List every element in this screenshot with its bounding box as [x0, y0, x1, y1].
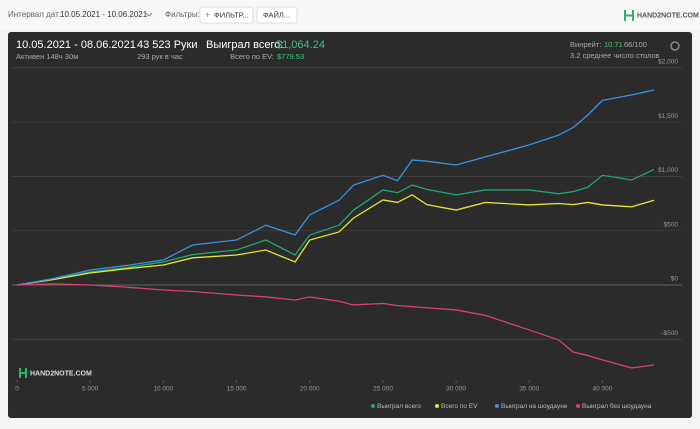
- ev-value: $779.53: [277, 52, 304, 61]
- x-tick-label: 0: [15, 386, 19, 393]
- plus-icon: +: [205, 10, 210, 20]
- plot: -$500 $0 $500 $1,000 $1,500 $2,000 0 5 000 10 00…: [12, 58, 682, 410]
- legend-swatch: [371, 404, 375, 408]
- won-value: $1,064.24: [276, 39, 325, 51]
- x-tick-label: 10 000: [153, 386, 173, 393]
- x-tick-label: 5 000: [82, 386, 99, 393]
- settings-icon[interactable]: [670, 41, 680, 51]
- winrate-value: 10.71: [604, 40, 623, 49]
- x-tick-label: 25 000: [373, 386, 393, 393]
- watermark: HAND2NOTE.COM: [30, 370, 92, 377]
- file-text: ФАЙЛ...: [263, 10, 290, 19]
- legend-label: Выиграл без шоудауна: [582, 402, 652, 410]
- active: Активен 148ч 30м: [16, 52, 78, 61]
- tables: 3.2 среднее число столов: [570, 51, 660, 60]
- series-line: [16, 89, 655, 286]
- file-button[interactable]: [256, 6, 298, 24]
- ev-label: Всего по EV:: [230, 52, 274, 61]
- hands: 43 523 Руки: [137, 39, 198, 51]
- y-tick-label: $1,000: [658, 167, 678, 174]
- dropdown-arrow: [145, 12, 153, 17]
- winrate-label: Винрейт:: [570, 40, 601, 49]
- y-tick-label: $1,500: [658, 113, 678, 120]
- filter-button[interactable]: [199, 6, 254, 24]
- legend-label: Выиграл всего: [377, 403, 421, 410]
- legend-swatch: [495, 404, 499, 408]
- legend-label: Всего по EV: [441, 403, 478, 410]
- rate: 293 рук в час: [137, 52, 183, 61]
- watermark-icon: [19, 368, 27, 378]
- x-tick-label: 40 000: [593, 386, 613, 393]
- panel: [8, 32, 692, 418]
- series-line: [16, 283, 655, 369]
- series-line: [16, 168, 655, 286]
- toolbar: [0, 0, 700, 30]
- date-label: Интервал дат:: [8, 10, 61, 19]
- x-tick-label: 20 000: [300, 386, 320, 393]
- y-tick-label: $500: [664, 221, 679, 228]
- y-tick-label: $0: [671, 276, 679, 283]
- date-range[interactable]: 10.05.2021 - 10.06.2021: [60, 10, 148, 19]
- filters-label: Фильтры:: [165, 10, 200, 19]
- y-tick-label: -$500: [661, 330, 678, 337]
- x-tick-label: 35 000: [519, 386, 539, 393]
- legend-swatch: [576, 404, 580, 408]
- logo: HAND2NOTE.COM: [637, 12, 699, 19]
- series-line: [16, 194, 655, 286]
- legend-swatch: [435, 404, 439, 408]
- y-tick-label: $2,000: [658, 58, 678, 65]
- x-tick-label: 30 000: [446, 386, 466, 393]
- legend-label: Выиграл на шоудауне: [501, 403, 568, 410]
- x-tick-label: 15 000: [227, 386, 247, 393]
- filter-text: ФИЛЬТР...: [214, 10, 249, 19]
- winrate-unit: 66/100: [624, 40, 647, 49]
- logo-icon: [624, 10, 634, 21]
- period: 10.05.2021 - 08.06.2021: [16, 39, 136, 51]
- won-label: Выиграл всего:: [206, 39, 283, 51]
